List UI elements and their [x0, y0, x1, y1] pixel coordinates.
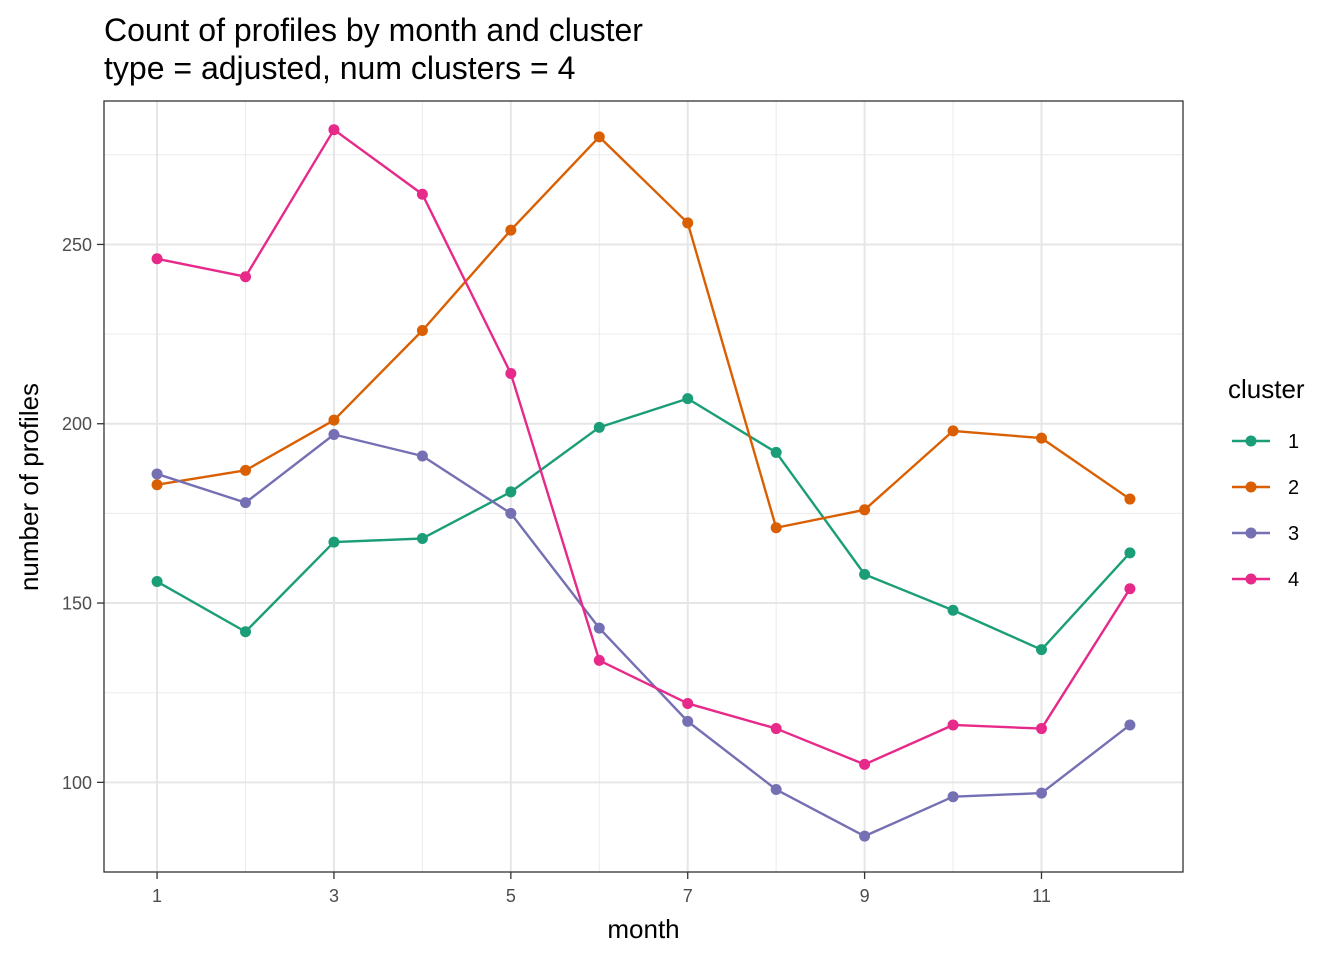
series-line — [156, 397, 1131, 651]
data-point — [859, 568, 871, 580]
legend-label: 1 — [1288, 431, 1299, 453]
legend-item-4: 4 — [1232, 569, 1299, 591]
data-point — [593, 131, 605, 143]
x-axis: 1 3 5 7 9 11 — [152, 872, 1051, 906]
y-tick-label: 200 — [62, 414, 92, 434]
data-point — [240, 464, 252, 476]
data-point — [240, 271, 252, 283]
legend-title: cluster — [1228, 374, 1305, 404]
data-point — [505, 224, 517, 236]
x-tick-label: 11 — [1032, 886, 1051, 906]
data-point — [682, 217, 694, 229]
data-point — [505, 507, 517, 519]
data-point — [151, 253, 163, 265]
legend: cluster 1 2 3 4 — [1228, 374, 1305, 591]
data-point — [593, 622, 605, 634]
x-tick-label: 1 — [152, 886, 162, 906]
data-point — [328, 124, 340, 136]
data-point — [859, 758, 871, 770]
legend-label: 3 — [1288, 523, 1299, 545]
series-cluster-1 — [151, 393, 1136, 656]
data-point — [1035, 787, 1047, 799]
data-point — [416, 532, 428, 544]
series-line — [156, 128, 1131, 766]
data-point — [770, 446, 782, 458]
legend-key-point — [1245, 481, 1257, 493]
x-tick-label: 5 — [506, 886, 516, 906]
y-tick-label: 100 — [62, 773, 92, 793]
data-point — [328, 414, 340, 426]
legend-item-3: 3 — [1232, 523, 1299, 545]
series-cluster-4 — [151, 124, 1136, 770]
chart-title: Count of profiles by month and cluster — [104, 12, 643, 48]
data-point — [1124, 719, 1136, 731]
data-point — [593, 421, 605, 433]
data-point — [416, 188, 428, 200]
legend-key-point — [1245, 435, 1257, 447]
chart-subtitle: type = adjusted, num clusters = 4 — [104, 50, 575, 86]
data-point — [947, 719, 959, 731]
y-axis: 100 150 200 250 — [62, 235, 104, 793]
data-point — [859, 504, 871, 516]
plot-border — [103, 100, 1184, 873]
x-tick-label: 7 — [683, 886, 693, 906]
data-point — [240, 497, 252, 509]
data-point — [947, 604, 959, 616]
legend-label: 4 — [1288, 569, 1299, 591]
legend-label: 2 — [1288, 477, 1299, 499]
legend-item-2: 2 — [1232, 477, 1299, 499]
data-point — [328, 429, 340, 441]
data-point — [947, 425, 959, 437]
data-point — [1124, 547, 1136, 559]
data-point — [1124, 583, 1136, 595]
data-point — [770, 784, 782, 796]
data-point — [416, 450, 428, 462]
minor-gridlines — [104, 101, 1183, 872]
data-point — [1035, 644, 1047, 656]
x-axis-title: month — [607, 914, 679, 944]
data-point — [505, 486, 517, 498]
data-point — [151, 479, 163, 491]
legend-key-point — [1245, 527, 1257, 539]
y-tick-label: 250 — [62, 235, 92, 255]
data-point — [1124, 493, 1136, 505]
data-point — [416, 325, 428, 337]
data-point — [151, 468, 163, 480]
data-point — [770, 723, 782, 735]
plot-panel — [104, 101, 1183, 872]
series-layer — [151, 124, 1136, 842]
data-point — [682, 715, 694, 727]
data-point — [859, 830, 871, 842]
data-point — [240, 626, 252, 638]
data-point — [328, 536, 340, 548]
x-tick-label: 3 — [329, 886, 339, 906]
series-line — [156, 135, 1131, 529]
data-point — [151, 576, 163, 588]
data-point — [770, 522, 782, 534]
data-point — [593, 654, 605, 666]
y-axis-title: number of profiles — [14, 383, 44, 591]
data-point — [505, 368, 517, 380]
data-point — [682, 697, 694, 709]
series-cluster-3 — [151, 429, 1136, 842]
series-line — [156, 433, 1131, 838]
data-point — [682, 393, 694, 405]
data-point — [1035, 723, 1047, 735]
y-tick-label: 150 — [62, 594, 92, 614]
x-tick-label: 9 — [860, 886, 870, 906]
data-point — [1035, 432, 1047, 444]
legend-item-1: 1 — [1232, 431, 1299, 453]
series-cluster-2 — [151, 131, 1136, 534]
legend-key-point — [1245, 573, 1257, 585]
data-point — [947, 791, 959, 803]
